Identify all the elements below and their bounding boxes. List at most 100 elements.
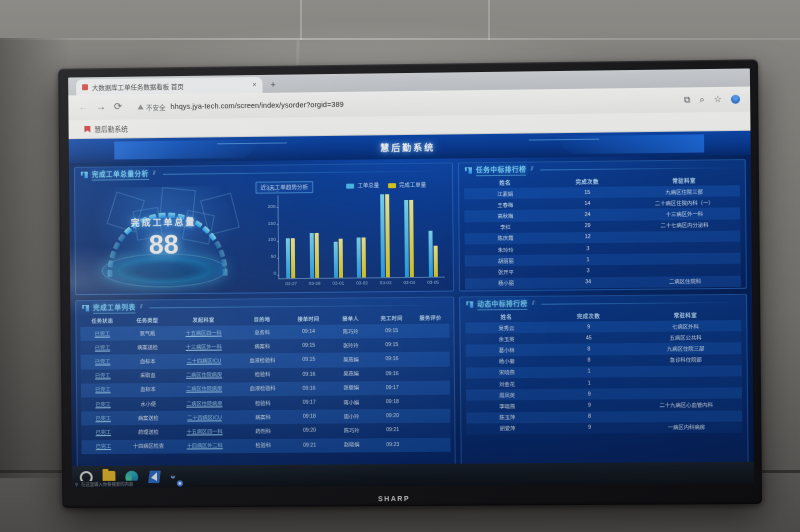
cell-target: 血液检验科 (249, 386, 276, 393)
cell-name: 李晓燕 (499, 404, 516, 411)
cell-status[interactable]: 已完工 (94, 359, 111, 366)
workorder-table: 任务状态 任务类型 发起科室 目的地 接单时间 接单人 完工时间 服务评价 已完工 氧气瓶 十五病… (76, 312, 455, 484)
cell-dept (631, 416, 742, 417)
cell-type: 病案送检 (137, 415, 159, 422)
column-header: 姓名 (499, 180, 511, 187)
legend-swatch (346, 183, 355, 189)
gauge-segment (221, 258, 228, 267)
column-header: 完工时间 (380, 315, 403, 322)
cell-person: 赵晓娟 (343, 442, 360, 449)
chart-title: 近3天工单趋势分析 (255, 181, 314, 194)
panel-total-analysis: 完成工单总量分析 /// (73, 162, 455, 296)
x-axis-tick: 03-04 (403, 279, 416, 286)
windows-taskbar: ⚲ 在这里输入你要搜索的内容 (71, 461, 754, 489)
cell-count: 8 (587, 413, 591, 420)
cell-dept: 急诊科住院部 (669, 357, 702, 365)
cell-status[interactable]: 已完工 (95, 373, 111, 380)
header-rule (541, 301, 740, 305)
cell-finish-time: 09:15 (385, 342, 399, 349)
cell-type: 十四病区检查 (133, 443, 165, 450)
table-row[interactable]: 杨小丽 34 二病区住院科 (464, 275, 741, 290)
cell-count: 8 (587, 346, 591, 353)
cell-status[interactable]: 已完工 (95, 415, 111, 422)
bar (380, 194, 386, 278)
cell-dept[interactable]: 二病区住院病房 (186, 386, 223, 394)
cell-dept[interactable]: 二十四病区ICU (186, 358, 222, 365)
search-icon: ⚲ (74, 482, 79, 488)
legend-item[interactable]: 工单总量 (346, 181, 379, 190)
panel-workorder-list: 完成工单列表 /// 任务状态 任务类型 发起科室 目的地 接单时间 接单人 完工时间 服务评… (75, 296, 456, 486)
panel-title: 完成工单总量分析 (91, 168, 149, 181)
store-icon[interactable] (148, 470, 161, 483)
bar-group (309, 195, 320, 278)
cell-status[interactable]: 已完工 (94, 331, 111, 338)
column-header: 接单人 (342, 315, 359, 323)
cast-icon[interactable]: ⧉ (683, 94, 691, 105)
cell-status[interactable]: 已完工 (95, 430, 112, 437)
dashboard-grid: 完成工单总量分析 /// (73, 159, 749, 486)
cell-name: 高秋梅 (497, 213, 514, 221)
cell-dept: 五病区公共科 (669, 335, 702, 342)
cell-status[interactable]: 已完工 (94, 345, 111, 352)
legend-label: 完成工单量 (399, 182, 427, 190)
header-dots: /// (139, 304, 142, 311)
forward-icon[interactable]: → (96, 101, 107, 113)
column-header: 常驻科室 (672, 178, 696, 185)
column-header: 完成次数 (575, 179, 599, 186)
omnibar-actions: ⧉ ⌕ ☆ (683, 93, 741, 106)
cell-name: 胡丽丽 (497, 258, 514, 265)
new-tab-icon[interactable]: + (270, 79, 276, 90)
profile-avatar-icon[interactable] (730, 94, 741, 104)
cell-accept-time: 09:15 (302, 343, 316, 350)
cell-dept[interactable]: 十四病区外二科 (186, 443, 223, 450)
cell-dept (629, 270, 740, 271)
cell-dept[interactable]: 十五病区四一科 (186, 429, 223, 436)
cell-name: 杨小丽 (498, 281, 515, 288)
reload-icon[interactable]: ⟳ (113, 101, 123, 113)
cell-name: 吴秀云 (498, 325, 515, 332)
header-dots: /// (531, 300, 534, 307)
cell-name: 余玉英 (498, 336, 515, 344)
legend-item[interactable]: 完成工单量 (388, 181, 426, 189)
bar (291, 238, 296, 279)
cell-count: 24 (584, 211, 591, 219)
chrome-taskbar-button[interactable] (170, 474, 175, 479)
bar-group (357, 194, 367, 278)
cell-status[interactable]: 已完工 (95, 401, 111, 408)
total-gauge: 完成工单总量 88 (75, 180, 252, 294)
address-bar[interactable]: 不安全 hhqys.jya-tech.com/screen/index/ysor… (130, 93, 676, 115)
close-icon[interactable]: × (252, 81, 257, 89)
y-axis-tick: 50 (254, 255, 280, 260)
table-row[interactable]: 已完工 十四病区检查 十四病区外二科 检验科 09:21 赵晓娟 09:23 (81, 437, 451, 454)
not-secure-badge[interactable]: 不安全 (137, 102, 166, 112)
cell-target: 总务科 (254, 329, 270, 336)
cell-count: 34 (585, 279, 592, 286)
bar (404, 199, 409, 278)
cell-status[interactable]: 已完工 (95, 444, 112, 451)
tick-mark (277, 257, 280, 259)
cell-target: 检验科 (254, 372, 271, 379)
zoom-icon[interactable]: ⌕ (699, 94, 705, 105)
panel-staff-ranking: 动态中标排行榜 /// 姓名 完成次数 常驻科室 吴秀云 9 七病区外科 余玉英 45 五病区… (459, 293, 749, 483)
cell-dept[interactable]: 二病区住院病房 (186, 372, 223, 379)
bar (362, 236, 367, 278)
cell-target: 药剂科 (255, 428, 271, 435)
cell-dept[interactable]: 二十四病区ICU (187, 415, 222, 422)
cell-dept[interactable]: 二病区住院病房 (186, 400, 223, 408)
cell-dept[interactable]: 十三病区外一科 (185, 344, 222, 351)
cell-finish-time: 09:16 (385, 356, 399, 363)
star-icon[interactable]: ☆ (713, 93, 722, 105)
column-header: 完成次数 (576, 313, 601, 320)
cell-dept[interactable]: 十五病区四一科 (185, 330, 222, 337)
cell-finish-time: 09:18 (385, 399, 399, 406)
back-icon[interactable]: ← (78, 101, 89, 113)
cell-count: 9 (587, 402, 591, 409)
bookmark-item[interactable]: 慧后勤系统 (84, 123, 128, 134)
cell-finish-time: 09:20 (385, 413, 400, 420)
taskbar-search[interactable]: ⚲ 在这里输入你要搜索的内容 (71, 480, 146, 489)
cell-target: 病案科 (254, 343, 271, 351)
bar-group (428, 194, 438, 277)
cell-status[interactable]: 已完工 (95, 387, 111, 394)
bar (433, 246, 438, 277)
table-row[interactable]: 胡爱萍 9 一病区内科病房 (466, 421, 743, 435)
